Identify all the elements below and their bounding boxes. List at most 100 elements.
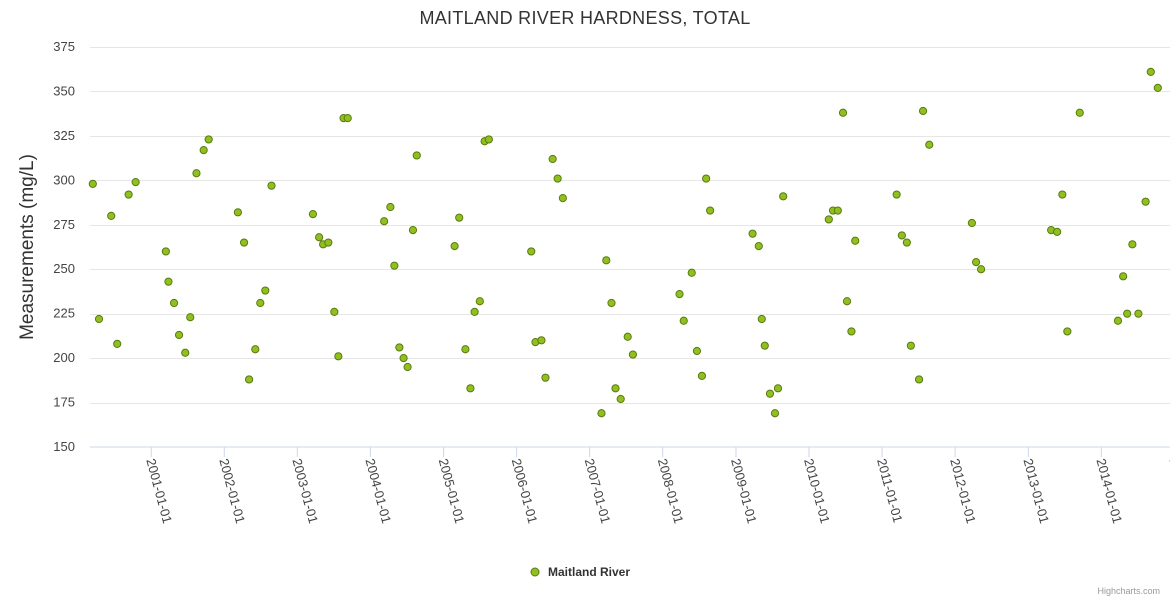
data-point[interactable] [675, 290, 684, 299]
data-point[interactable] [706, 206, 715, 215]
data-point[interactable] [174, 330, 184, 340]
data-point[interactable] [412, 151, 421, 160]
data-point[interactable] [558, 194, 567, 203]
data-point[interactable] [1146, 67, 1155, 76]
data-point[interactable] [466, 384, 475, 393]
data-point[interactable] [256, 298, 265, 308]
data-point[interactable] [261, 286, 270, 295]
data-point[interactable] [697, 371, 707, 380]
data-point[interactable] [597, 409, 606, 418]
data-point[interactable] [164, 277, 173, 286]
data-point[interactable] [380, 217, 389, 226]
data-point[interactable] [976, 265, 986, 274]
data-point[interactable] [395, 343, 404, 352]
legend[interactable]: Maitland River [530, 565, 630, 579]
data-point[interactable] [702, 174, 711, 183]
data-point[interactable] [757, 314, 766, 324]
data-point[interactable] [107, 211, 116, 220]
data-point[interactable] [1128, 240, 1137, 249]
data-point[interactable] [906, 341, 915, 350]
data-point[interactable] [611, 384, 620, 393]
data-point[interactable] [537, 336, 546, 345]
data-point[interactable] [833, 206, 842, 215]
data-point[interactable] [754, 242, 763, 251]
data-point[interactable] [399, 354, 408, 363]
data-point[interactable] [330, 307, 339, 316]
data-point[interactable] [334, 352, 343, 361]
data-point[interactable] [484, 135, 493, 144]
data-point[interactable] [181, 348, 190, 357]
data-point[interactable] [541, 373, 550, 382]
data-point[interactable] [455, 213, 464, 222]
data-point[interactable] [779, 192, 788, 201]
data-point[interactable] [918, 106, 928, 116]
data-point[interactable] [94, 314, 104, 324]
data-point[interactable] [239, 238, 249, 247]
data-point[interactable] [1058, 190, 1067, 199]
data-point[interactable] [1153, 83, 1162, 92]
data-point[interactable] [692, 346, 702, 356]
data-point[interactable] [251, 345, 260, 354]
credits-link[interactable]: Highcharts.com [1097, 586, 1160, 596]
data-point[interactable] [847, 327, 856, 336]
series-maitland-river[interactable] [88, 67, 1162, 418]
data-point[interactable] [602, 256, 611, 265]
data-point[interactable] [687, 268, 696, 277]
data-point[interactable] [607, 298, 616, 308]
data-point[interactable] [967, 218, 976, 228]
data-point[interactable] [315, 233, 324, 242]
data-point[interactable] [386, 202, 395, 212]
data-point[interactable] [131, 178, 140, 187]
data-point[interactable] [199, 146, 208, 155]
data-point[interactable] [1063, 327, 1072, 336]
data-point[interactable] [897, 231, 906, 240]
data-point[interactable] [623, 332, 632, 341]
data-point[interactable] [192, 169, 201, 178]
legend-item-maitland-river[interactable]: Maitland River [548, 565, 630, 579]
data-point[interactable] [1119, 272, 1128, 281]
data-point[interactable] [616, 394, 625, 404]
data-point[interactable] [553, 174, 562, 183]
data-point[interactable] [324, 238, 333, 247]
data-point[interactable] [760, 341, 769, 350]
data-point[interactable] [902, 238, 911, 247]
data-point[interactable] [770, 409, 780, 418]
data-point[interactable] [450, 242, 459, 251]
data-point[interactable] [971, 258, 981, 267]
data-point[interactable] [842, 297, 852, 306]
data-point[interactable] [461, 345, 470, 354]
data-point[interactable] [925, 140, 934, 149]
data-point[interactable] [470, 307, 479, 316]
data-point[interactable] [88, 179, 97, 188]
data-point[interactable] [892, 190, 901, 199]
data-point[interactable] [773, 384, 783, 393]
data-point[interactable] [748, 229, 757, 238]
data-point[interactable] [233, 208, 242, 217]
data-point[interactable] [679, 316, 688, 325]
data-point[interactable] [1141, 197, 1150, 206]
data-point[interactable] [914, 375, 924, 384]
data-point[interactable] [390, 261, 399, 270]
data-point[interactable] [765, 389, 775, 398]
data-point[interactable] [824, 215, 833, 224]
data-point[interactable] [113, 339, 122, 348]
data-point[interactable] [1123, 309, 1132, 318]
data-point[interactable] [1053, 227, 1062, 236]
data-point[interactable] [548, 154, 557, 164]
data-point[interactable] [244, 375, 254, 384]
data-point[interactable] [475, 297, 484, 306]
data-point[interactable] [628, 350, 638, 359]
data-point[interactable] [408, 226, 418, 235]
data-point[interactable] [161, 247, 170, 256]
data-point[interactable] [186, 313, 195, 322]
data-point[interactable] [204, 135, 213, 144]
data-point[interactable] [1113, 316, 1123, 325]
data-point[interactable] [169, 298, 179, 308]
data-point[interactable] [267, 181, 276, 190]
data-point[interactable] [851, 236, 860, 245]
data-point[interactable] [838, 108, 848, 117]
data-point[interactable] [343, 114, 352, 123]
data-point[interactable] [124, 190, 133, 199]
data-point[interactable] [1134, 309, 1143, 318]
data-point[interactable] [527, 247, 536, 256]
